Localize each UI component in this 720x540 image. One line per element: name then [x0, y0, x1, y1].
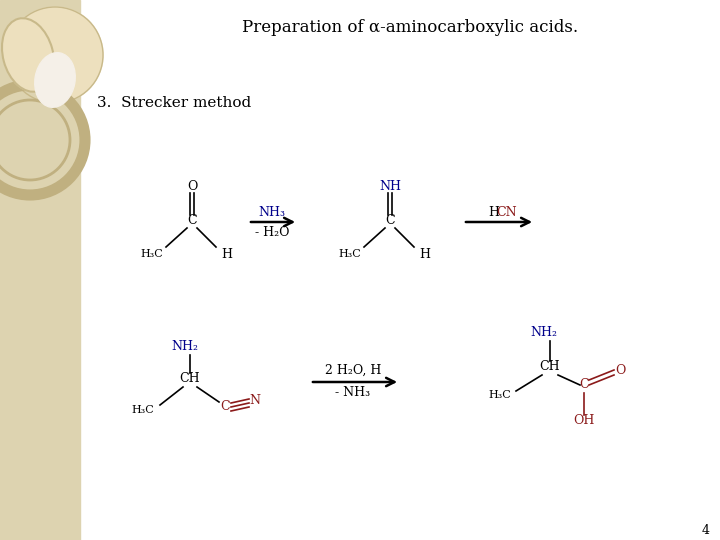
Text: N: N	[250, 395, 261, 408]
Text: H: H	[222, 247, 233, 260]
Text: NH: NH	[379, 179, 401, 192]
Text: C: C	[579, 379, 589, 392]
Ellipse shape	[35, 53, 76, 107]
Text: O: O	[186, 179, 197, 192]
Text: 3.  Strecker method: 3. Strecker method	[97, 96, 251, 110]
Text: CN: CN	[496, 206, 517, 219]
Text: OH: OH	[573, 415, 595, 428]
Text: H₃C: H₃C	[338, 249, 361, 259]
Ellipse shape	[2, 18, 54, 92]
Text: - H₂O: - H₂O	[255, 226, 289, 240]
Text: H: H	[488, 206, 499, 219]
Bar	[0, 0, 80, 540]
Text: O: O	[615, 364, 625, 377]
Text: H: H	[420, 247, 431, 260]
Text: NH₂: NH₂	[531, 327, 557, 340]
Circle shape	[0, 100, 70, 180]
Text: - NH₃: - NH₃	[336, 387, 371, 400]
Text: NH₂: NH₂	[171, 341, 199, 354]
Circle shape	[0, 85, 85, 195]
Text: H₃C: H₃C	[140, 249, 163, 259]
Text: Preparation of α-aminocarboxylic acids.: Preparation of α-aminocarboxylic acids.	[242, 19, 578, 37]
Text: CH: CH	[540, 361, 560, 374]
Text: 4: 4	[702, 523, 710, 537]
Text: C: C	[187, 213, 197, 226]
Text: H₃C: H₃C	[489, 390, 511, 400]
Text: 2 H₂O, H: 2 H₂O, H	[325, 363, 381, 376]
Text: C: C	[385, 213, 395, 226]
Text: H₃C: H₃C	[132, 405, 154, 415]
Text: NH₃: NH₃	[258, 206, 286, 219]
Circle shape	[7, 7, 103, 103]
Text: C: C	[220, 401, 230, 414]
Text: CH: CH	[180, 373, 200, 386]
